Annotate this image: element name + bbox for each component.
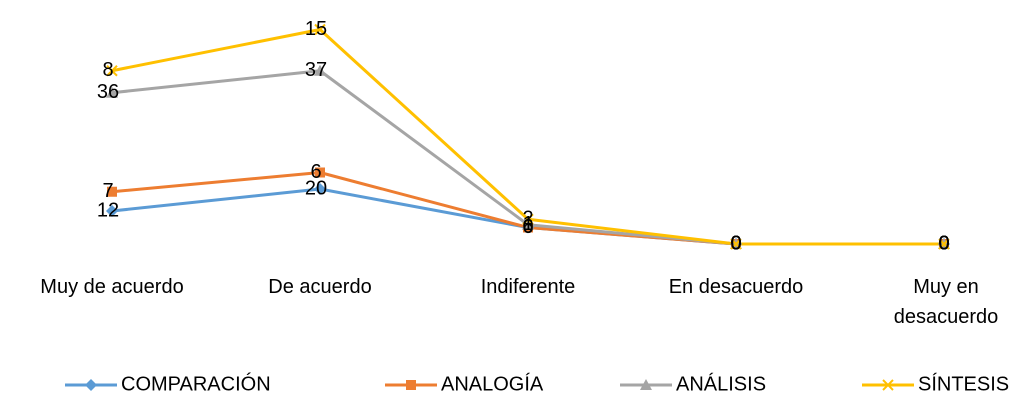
legend-marker: [85, 379, 97, 391]
data-label: 0: [730, 232, 741, 254]
data-label: 0: [522, 216, 533, 238]
marker: [106, 86, 118, 98]
x-tick-label: Indiferente: [480, 276, 576, 298]
data-label: 6: [310, 161, 321, 183]
data-label: 8: [102, 59, 113, 81]
marker: [106, 205, 118, 217]
data-label: 7: [102, 180, 113, 202]
data-label: 37: [305, 59, 327, 81]
legend-marker: [882, 379, 894, 391]
data-label: 0: [730, 232, 741, 254]
marker: [106, 65, 118, 77]
legend-marker: [640, 379, 652, 390]
data-label: 0: [938, 232, 949, 254]
marker: [522, 218, 534, 230]
x-tick-label: De acuerdo: [268, 276, 372, 298]
data-label: 0: [730, 232, 741, 254]
x-tick-label: Muy de acuerdo: [40, 276, 184, 298]
x-tick-label: En desacuerdo: [668, 276, 804, 298]
x-tick-label: Muy en desacuerdo: [893, 276, 999, 328]
data-label: 0: [730, 232, 741, 254]
marker: [315, 167, 325, 178]
legend-label: ANALOGÍA: [441, 372, 544, 395]
marker: [522, 213, 534, 225]
marker: [314, 183, 326, 195]
data-label: 6: [522, 216, 533, 238]
data-label: 0: [938, 232, 949, 254]
data-label: 1: [522, 213, 533, 235]
data-label: 20: [305, 177, 327, 199]
legend-label: ANÁLISIS: [676, 372, 766, 395]
marker: [730, 238, 742, 250]
legend-label: COMPARACIÓN: [121, 372, 271, 395]
legend-marker: [406, 380, 416, 390]
data-label: 36: [97, 81, 119, 103]
data-label: 2: [522, 208, 533, 230]
marker: [107, 186, 117, 197]
data-label: 15: [305, 18, 327, 40]
marker: [314, 23, 326, 36]
legend-label: SÍNTESIS: [918, 372, 1009, 395]
marker: [938, 238, 950, 250]
marker: [314, 64, 326, 76]
data-label: 0: [938, 232, 949, 254]
data-label: 0: [938, 232, 949, 254]
data-label: 12: [97, 199, 119, 221]
